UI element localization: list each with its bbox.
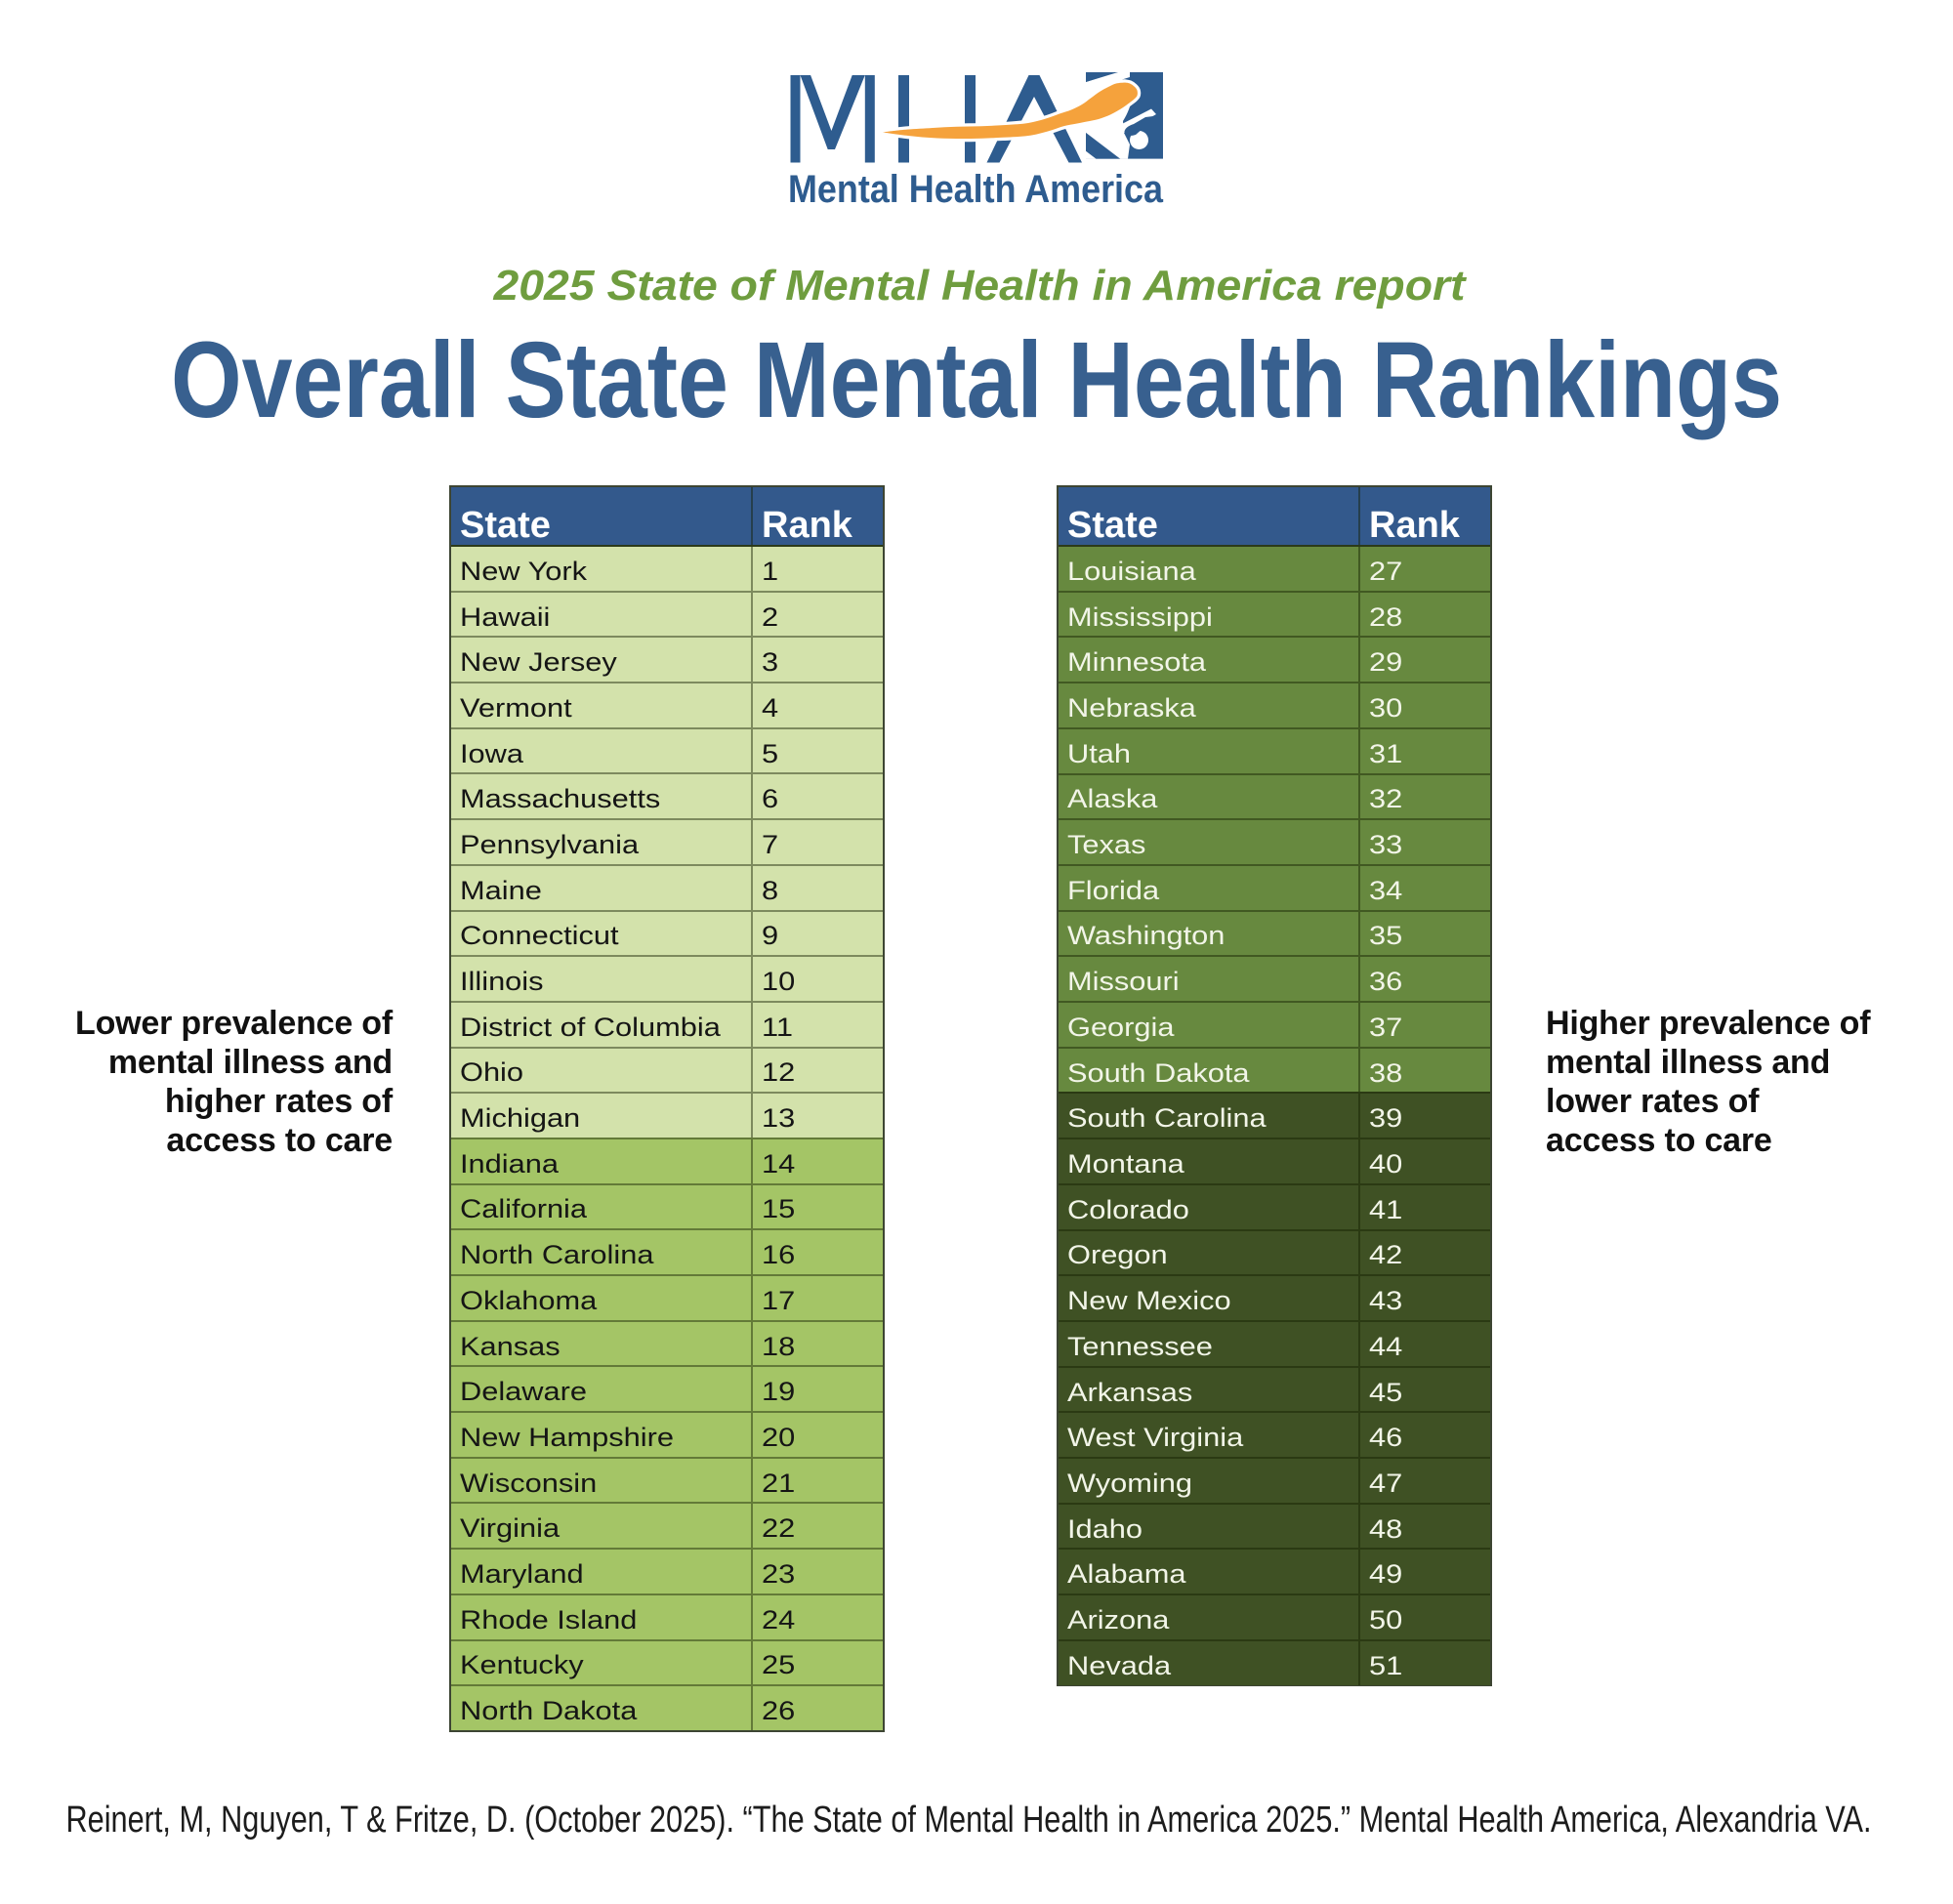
svg-text:2025 State of Mental Health in: 2025 State of Mental Health in America r… [492,262,1468,310]
svg-text:Reinert, M, Nguyen, T & Fritze: Reinert, M, Nguyen, T & Fritze, D. (Octo… [66,1800,1872,1841]
svg-text:Mental Health America: Mental Health America [788,168,1164,210]
svg-text:Overall State Mental Health Ra: Overall State Mental Health Rankings [171,322,1782,440]
